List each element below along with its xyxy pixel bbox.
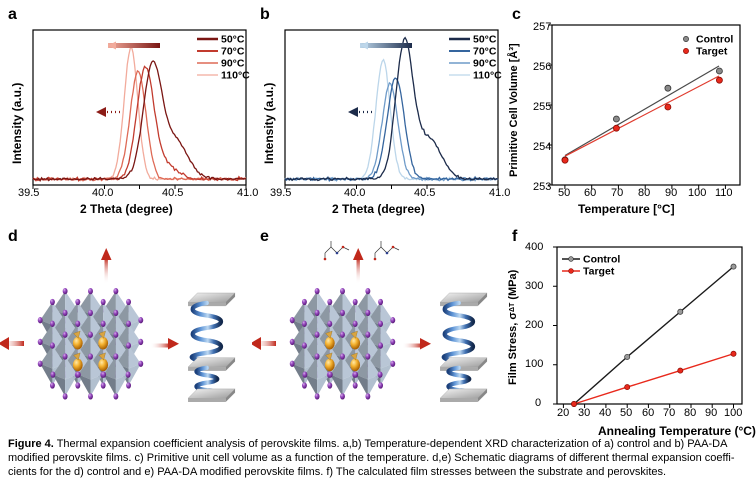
svg-text:Control: Control	[696, 34, 733, 46]
svg-text:90°C: 90°C	[473, 58, 497, 70]
svg-text:50°C: 50°C	[473, 34, 497, 46]
svg-text:70°C: 70°C	[221, 46, 245, 58]
svg-text:110°C: 110°C	[221, 70, 250, 82]
svg-text:Control: Control	[583, 254, 620, 266]
svg-text:90°C: 90°C	[221, 58, 245, 70]
svg-text:Target: Target	[696, 46, 728, 58]
svg-text:110°C: 110°C	[473, 70, 502, 82]
svg-text:70°C: 70°C	[473, 46, 497, 58]
svg-text:50°C: 50°C	[221, 34, 245, 46]
svg-text:Target: Target	[583, 266, 615, 278]
